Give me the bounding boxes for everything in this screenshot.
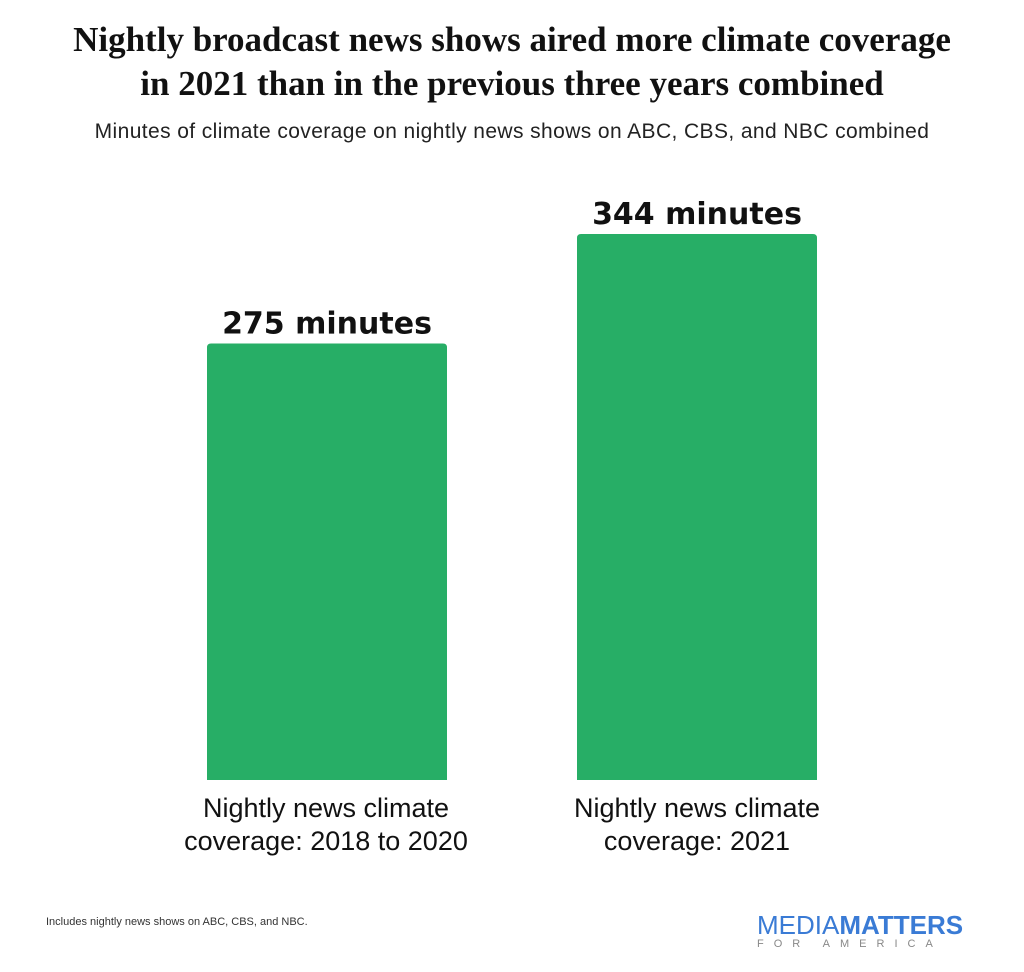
footnote: Includes nightly news shows on ABC, CBS,…: [46, 916, 308, 928]
media-matters-logo: MEDIAMATTERS FOR AMERICA: [757, 912, 977, 950]
chart-title: Nightly broadcast news shows aired more …: [0, 18, 1024, 106]
logo-for-america: FOR AMERICA: [757, 938, 943, 950]
chart-subtitle: Minutes of climate coverage on nightly n…: [94, 120, 930, 143]
bar-0: [207, 343, 447, 780]
title-line-2: in 2021 than in the previous three years…: [140, 64, 884, 103]
data-label-1: 344 minutes: [592, 197, 802, 232]
logo-media: MEDIA: [757, 910, 840, 940]
bar-1: [577, 234, 817, 780]
category-label-2018-2020: Nightly news climate coverage: 2018 to 2…: [184, 793, 468, 856]
category-label-2021: Nightly news climate coverage: 2021: [573, 793, 821, 856]
logo-matters: MATTERS: [839, 910, 964, 940]
data-label-0: 275 minutes: [222, 307, 432, 342]
title-line-1: Nightly broadcast news shows aired more …: [73, 20, 951, 59]
